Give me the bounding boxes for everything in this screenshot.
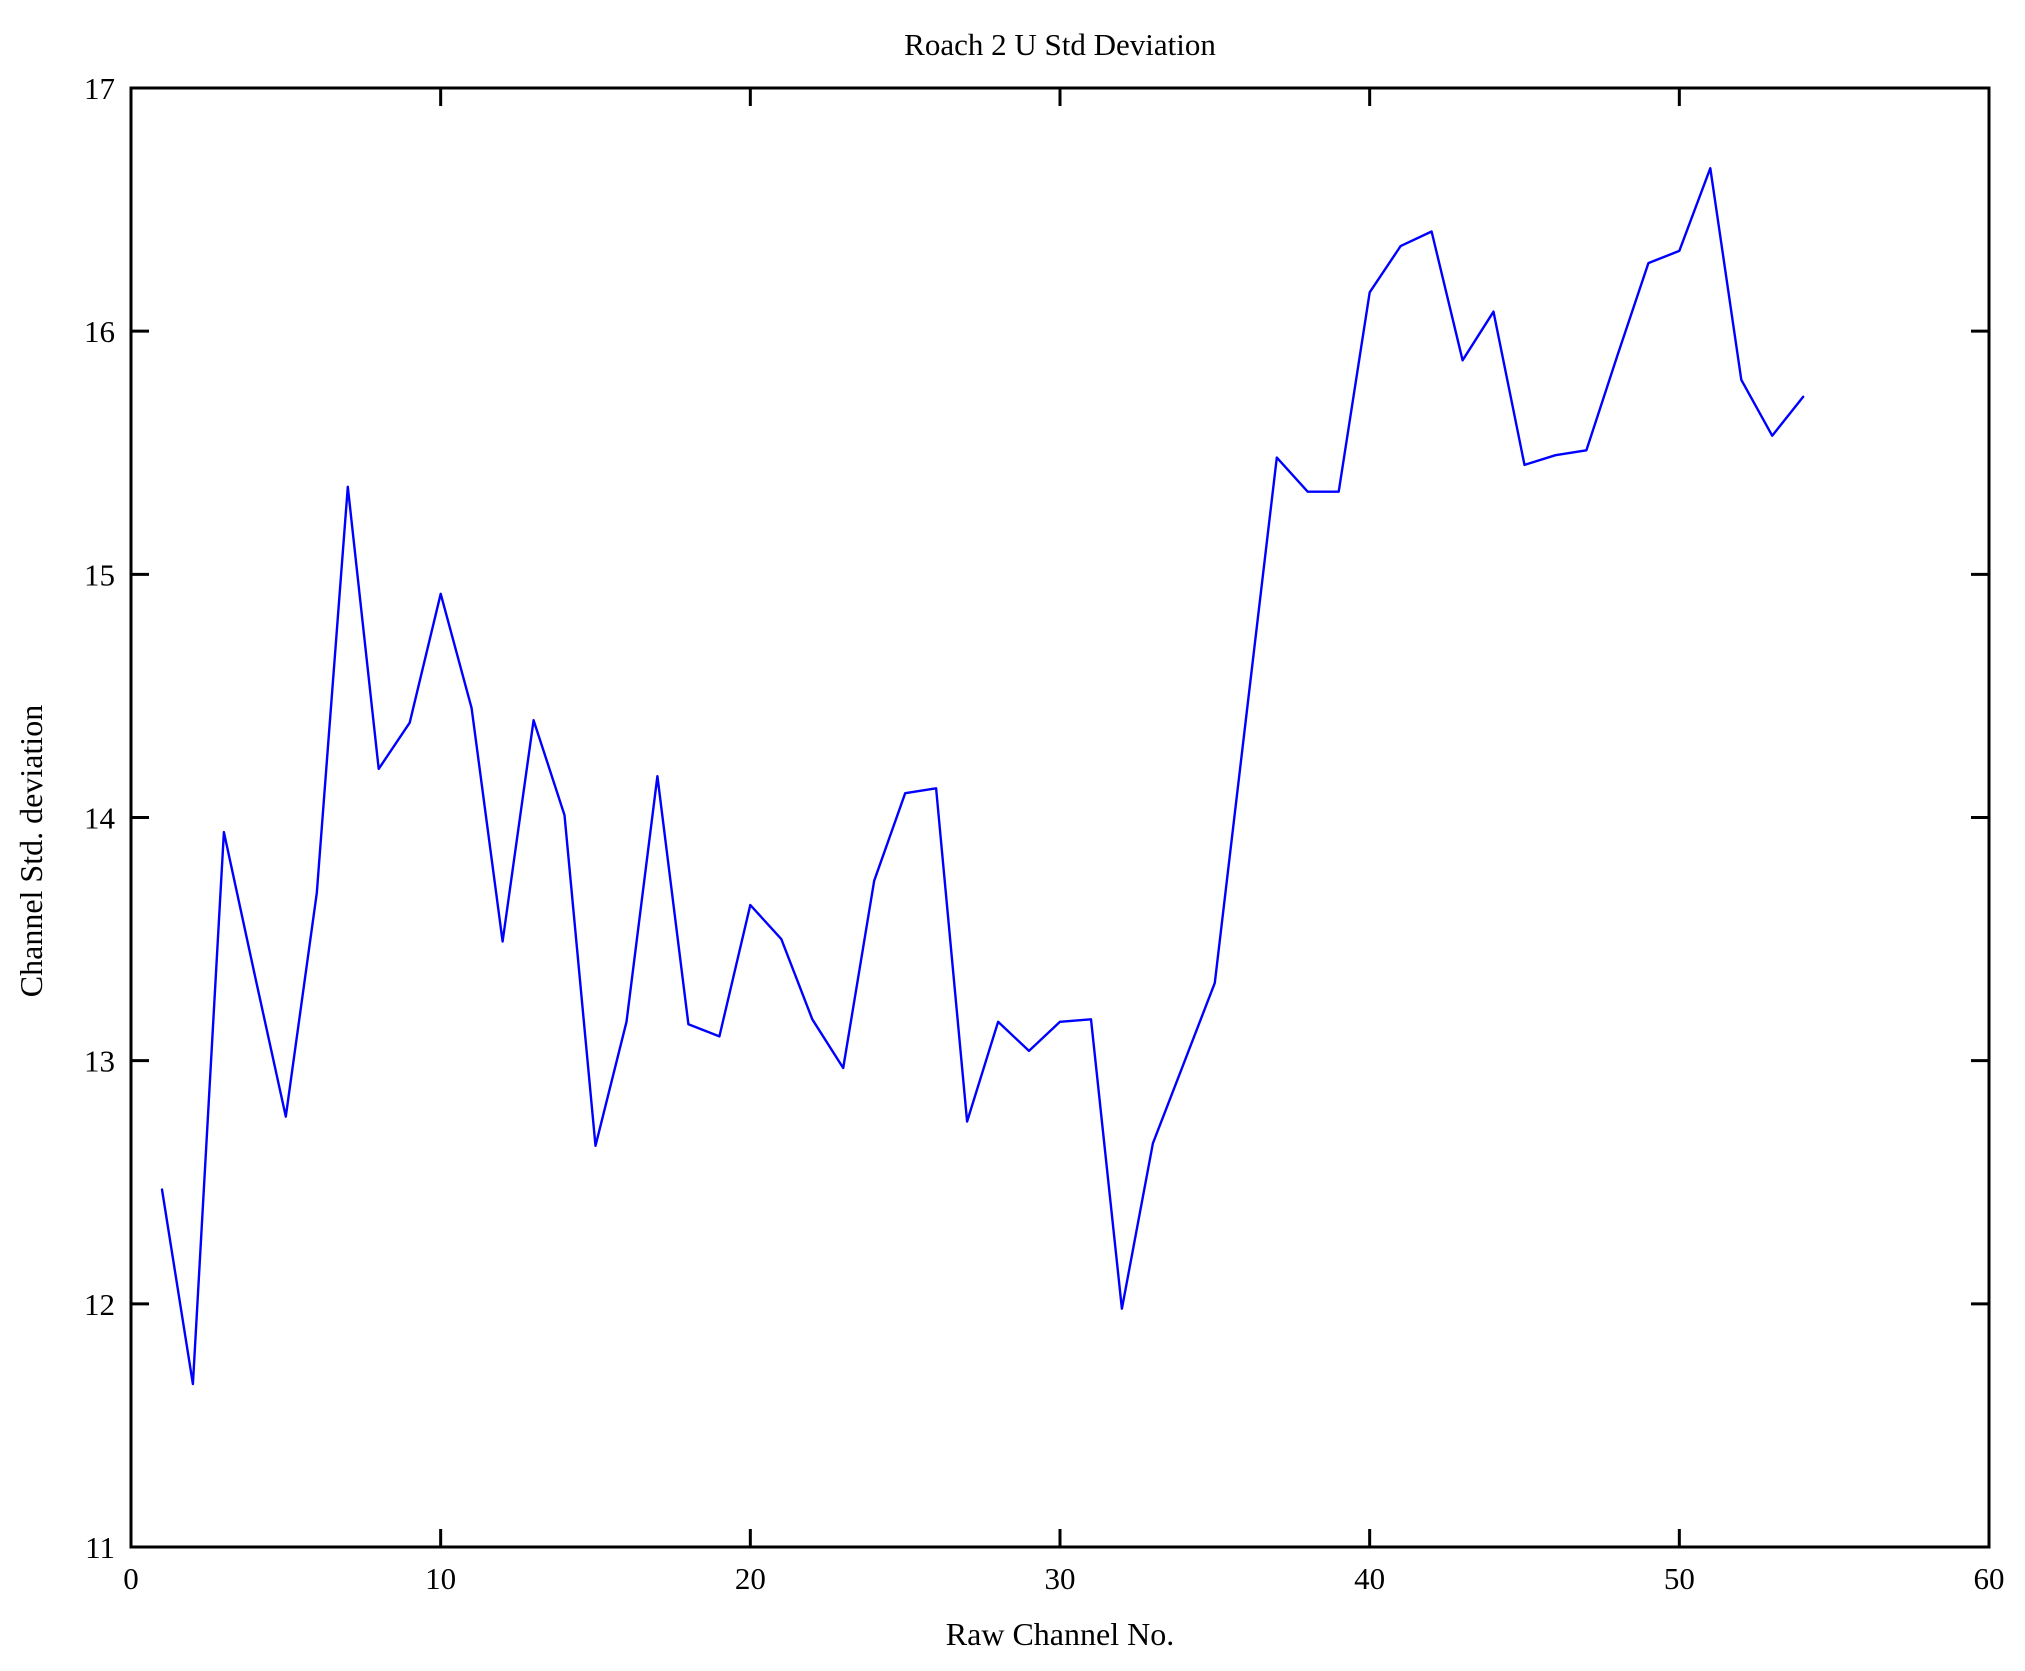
y-axis-title: Channel Std. deviation [13,705,49,997]
y-tick-label: 11 [85,1530,115,1565]
x-tick-label: 40 [1354,1561,1385,1596]
x-tick-label: 0 [123,1561,139,1596]
y-tick-label: 13 [84,1044,115,1079]
series-line [160,166,1805,1386]
plot-box [129,86,1991,1549]
y-tick-label: 12 [84,1287,115,1322]
x-tick-label: 50 [1664,1561,1695,1596]
y-tick-label: 17 [84,71,115,106]
y-tick-label: 15 [84,557,115,592]
y-tick-label: 16 [84,314,115,349]
x-tick-label: 30 [1045,1561,1076,1596]
x-tick-label: 20 [735,1561,766,1596]
x-axis-title: Raw Channel No. [946,1616,1174,1652]
chart-title: Roach 2 U Std Deviation [904,27,1216,62]
x-tick-label: 60 [1974,1561,2005,1596]
axis-ticks: 0 10 20 30 40 50 60 11 12 13 14 15 16 17 [84,71,2005,1596]
x-tick-label: 10 [425,1561,456,1596]
y-tick-label: 14 [84,801,116,836]
